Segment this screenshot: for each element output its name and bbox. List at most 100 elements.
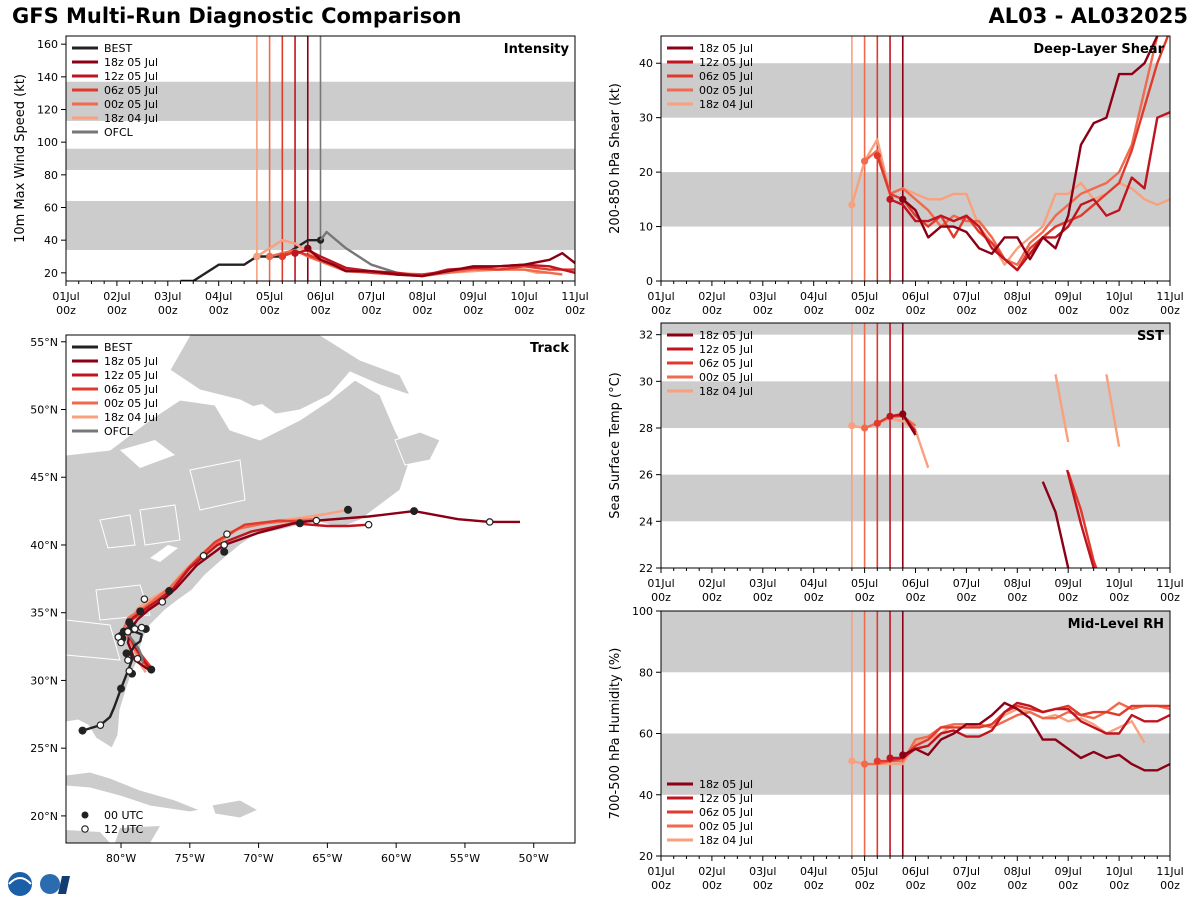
- marker-12utc: [220, 541, 229, 549]
- marker-12utc: [96, 721, 105, 729]
- marker-00utc: [410, 507, 419, 516]
- y-tick-label: 25°N: [30, 742, 58, 755]
- y-tick-label: 22: [639, 562, 653, 575]
- legend-label: 00z 05 Jul: [699, 820, 753, 833]
- marker-00utc: [295, 519, 304, 528]
- series-line: [877, 704, 1170, 763]
- x-tick-label: 04Jul: [800, 865, 827, 878]
- x-tick-label: 70°W: [243, 852, 273, 865]
- x-tick-label-hour: 00z: [514, 304, 534, 317]
- x-tick-label: 10Jul: [510, 290, 537, 303]
- x-tick-label: 02Jul: [698, 577, 725, 590]
- y-tick-label: 40: [44, 234, 58, 247]
- x-tick-label: 10Jul: [1105, 290, 1132, 303]
- series-line: [1105, 374, 1121, 447]
- y-tick-label: 28: [639, 422, 653, 435]
- x-tick-label: 65°W: [312, 852, 342, 865]
- track-basemap: [66, 335, 441, 843]
- series-marker: [253, 252, 261, 261]
- x-tick-label: 04Jul: [800, 290, 827, 303]
- panel-rh: 01Jul00z02Jul00z03Jul00z04Jul00z05Jul00z…: [608, 605, 1184, 892]
- x-tick-label: 10Jul: [1105, 577, 1132, 590]
- y-tick-label: 80: [44, 169, 58, 182]
- x-tick-label-hour: 00z: [957, 591, 977, 604]
- legend-label: 12z 05 Jul: [104, 70, 158, 83]
- series-marker: [861, 424, 869, 432]
- plot-area-track: [78, 505, 520, 735]
- marker-12utc: [81, 825, 89, 833]
- marker-00utc: [117, 684, 126, 693]
- x-tick-label: 03Jul: [749, 577, 776, 590]
- legend-label: 18z 05 Jul: [699, 778, 753, 791]
- x-tick-label-hour: 00z: [855, 879, 875, 892]
- series-marker: [848, 201, 856, 209]
- y-tick-label: 20: [639, 166, 653, 179]
- marker-12utc: [117, 638, 125, 647]
- x-tick-label: 50°W: [519, 852, 549, 865]
- marker-00utc: [147, 665, 156, 674]
- y-axis-label: Sea Surface Temp (°C): [608, 372, 623, 519]
- threshold-band: [661, 611, 1170, 673]
- legend-label: 12z 05 Jul: [104, 369, 158, 382]
- y-tick-label: 30°N: [30, 674, 58, 687]
- y-tick-label: 100: [632, 605, 653, 618]
- series-marker: [278, 252, 286, 261]
- x-tick-label-hour: 00z: [957, 304, 977, 317]
- x-tick-label-hour: 00z: [855, 304, 875, 317]
- x-tick-label: 04Jul: [205, 290, 232, 303]
- marker-00utc: [344, 505, 353, 514]
- x-tick-label: 05Jul: [851, 865, 878, 878]
- panel-track: 80°W 75°W 70°W 65°W 60°W 55°W 50°W 20°N 25°N 30°N…: [30, 334, 576, 865]
- legend-label: 18z 04 Jul: [104, 411, 158, 424]
- x-tick-label-hour: 00z: [1007, 879, 1027, 892]
- series-marker: [873, 152, 881, 160]
- legend-label: 06z 05 Jul: [104, 383, 158, 396]
- x-tick-label: 06Jul: [902, 577, 929, 590]
- y-tick-label: 40°N: [30, 539, 58, 552]
- x-tick-label: 05Jul: [851, 290, 878, 303]
- y-axis-label: 700-500 hPa Humidity (%): [608, 648, 623, 820]
- x-tick-label: 01Jul: [52, 290, 79, 303]
- panel-shear: 01Jul00z02Jul00z03Jul00z04Jul00z05Jul00z…: [608, 35, 1184, 317]
- y-tick-label: 30: [639, 112, 653, 125]
- marker-00utc: [78, 726, 87, 735]
- storm-id-title: AL03 - AL032025: [988, 4, 1189, 28]
- series-line: [306, 247, 575, 278]
- figure-title: GFS Multi-Run Diagnostic Comparison: [12, 4, 462, 28]
- x-tick-label-hour: 00z: [702, 304, 722, 317]
- legend-label: BEST: [104, 42, 132, 55]
- x-tick-label-hour: 00z: [1160, 591, 1180, 604]
- series-marker: [861, 157, 869, 165]
- x-tick-label-hour: 00z: [1058, 304, 1078, 317]
- x-tick-label: 01Jul: [647, 577, 674, 590]
- x-tick-label-hour: 00z: [906, 879, 926, 892]
- y-tick-label: 20°N: [30, 810, 58, 823]
- x-tick-label-hour: 00z: [1160, 304, 1180, 317]
- x-tick-label: 11Jul: [1156, 865, 1183, 878]
- y-axis-label: 10m Max Wind Speed (kt): [13, 74, 28, 243]
- x-tick-label-hour: 00z: [1058, 591, 1078, 604]
- x-tick-label: 10Jul: [1105, 865, 1132, 878]
- x-tick-label: 11Jul: [1156, 290, 1183, 303]
- y-tick-label: 160: [37, 38, 58, 51]
- series-line: [876, 36, 1170, 272]
- y-tick-label: 20: [639, 850, 653, 863]
- x-tick-label-hour: 00z: [1160, 879, 1180, 892]
- legend-label: 18z 05 Jul: [699, 329, 753, 342]
- x-tick-label-hour: 00z: [107, 304, 127, 317]
- x-tick-label-hour: 00z: [804, 591, 824, 604]
- x-tick-label-hour: 00z: [651, 591, 671, 604]
- x-tick-label-hour: 00z: [906, 591, 926, 604]
- x-tick-label: 02Jul: [103, 290, 130, 303]
- panel-title: Mid-Level RH: [1068, 617, 1164, 632]
- x-tick-label-hour: 00z: [957, 879, 977, 892]
- series-line: [122, 518, 314, 674]
- series-line: [889, 110, 1170, 272]
- y-tick-label: 26: [639, 469, 653, 482]
- x-tick-label: 08Jul: [409, 290, 436, 303]
- x-tick-label: 06Jul: [307, 290, 334, 303]
- x-tick-label: 01Jul: [647, 290, 674, 303]
